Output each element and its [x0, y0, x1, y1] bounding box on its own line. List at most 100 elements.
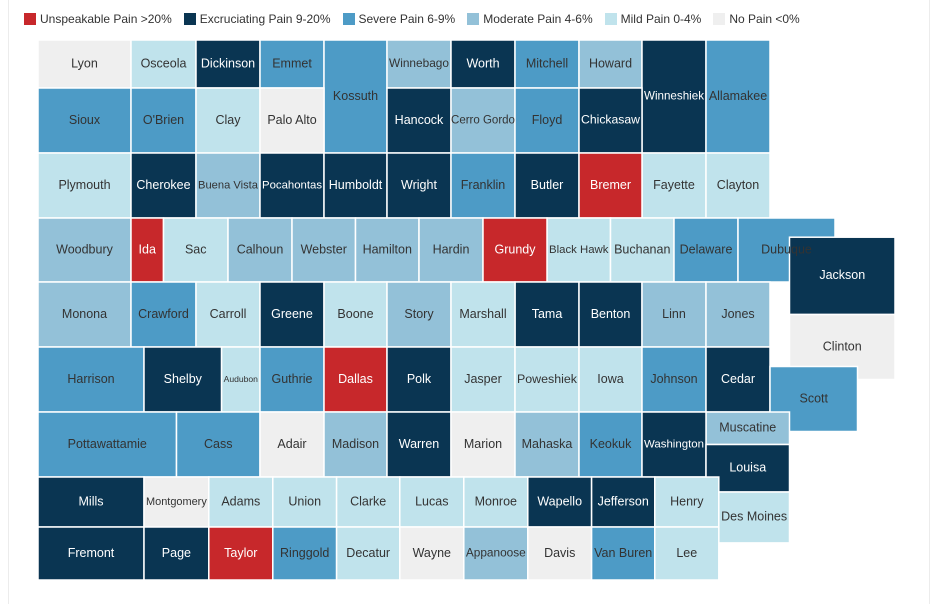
county-cedar[interactable]: [705, 346, 771, 413]
county-page[interactable]: [143, 526, 210, 581]
legend-swatch-none: [713, 13, 726, 25]
county-jefferson[interactable]: [590, 476, 656, 528]
county-iowa[interactable]: [578, 346, 643, 413]
county-woodbury[interactable]: [37, 217, 132, 283]
county-label-o-brien: O'Brien: [143, 113, 184, 127]
county-ida[interactable]: [130, 217, 165, 283]
legend-label-mild: Mild Pain 0-4%: [620, 12, 702, 26]
county-label-monroe: Monroe: [475, 494, 517, 508]
county-label-woodbury: Woodbury: [56, 242, 113, 256]
county-appanoose[interactable]: [463, 526, 529, 581]
county-calhoun[interactable]: [227, 217, 293, 283]
county-label-worth: Worth: [466, 56, 499, 70]
county-marion[interactable]: [450, 411, 516, 478]
county-label-lucas: Lucas: [415, 494, 448, 508]
county-label-emmet: Emmet: [272, 56, 312, 70]
county-poweshiek[interactable]: [514, 346, 580, 413]
county-label-pottawattamie: Pottawattamie: [68, 437, 147, 451]
county-van-buren[interactable]: [590, 526, 656, 581]
county-label-benton: Benton: [591, 307, 631, 321]
county-mills[interactable]: [37, 476, 145, 528]
county-winneshiek[interactable]: [641, 39, 707, 154]
county-wapello[interactable]: [527, 476, 593, 528]
county-carroll[interactable]: [195, 281, 261, 348]
county-jones[interactable]: [705, 281, 771, 348]
legend-item-excruciating: Excruciating Pain 9-20%: [183, 12, 331, 26]
county-label-sioux: Sioux: [69, 113, 101, 127]
county-des-moines[interactable]: [718, 491, 791, 544]
county-osceola[interactable]: [130, 39, 197, 89]
county-label-cherokee: Cherokee: [136, 178, 190, 192]
county-hamilton[interactable]: [354, 217, 420, 283]
county-marshall[interactable]: [450, 281, 516, 348]
county-harrison[interactable]: [37, 346, 145, 413]
county-benton[interactable]: [578, 281, 643, 348]
county-label-jones: Jones: [721, 307, 754, 321]
county-floyd[interactable]: [514, 87, 580, 154]
county-guthrie[interactable]: [259, 346, 325, 413]
county-hancock[interactable]: [386, 87, 452, 154]
county-label-winnebago: Winnebago: [389, 56, 449, 70]
county-mitchell[interactable]: [514, 39, 580, 89]
county-label-clinton: Clinton: [823, 339, 862, 353]
county-pocahontas[interactable]: [259, 152, 325, 219]
county-label-winneshiek: Winneshiek: [644, 90, 704, 103]
county-taylor[interactable]: [208, 526, 274, 581]
county-fremont[interactable]: [37, 526, 145, 581]
county-label-davis: Davis: [544, 546, 575, 560]
county-jasper[interactable]: [450, 346, 516, 413]
county-label-harrison: Harrison: [67, 372, 114, 386]
county-label-delaware: Delaware: [680, 242, 733, 256]
legend-label-excruciating: Excruciating Pain 9-20%: [199, 12, 331, 26]
county-ringgold[interactable]: [272, 526, 338, 581]
county-label-page: Page: [162, 546, 191, 560]
county-label-ida: Ida: [139, 242, 156, 256]
county-clay[interactable]: [195, 87, 261, 154]
county-label-cedar: Cedar: [721, 372, 755, 386]
county-story[interactable]: [386, 281, 452, 348]
county-label-fremont: Fremont: [68, 546, 115, 560]
county-crawford[interactable]: [130, 281, 197, 348]
county-black-hawk[interactable]: [546, 217, 612, 283]
labels-layer: Lyon Osceola Dickinson Emmet Kossuth Winnebag…: [56, 56, 865, 560]
county-buena-vista[interactable]: [195, 152, 261, 219]
county-webster[interactable]: [291, 217, 357, 283]
county-worth[interactable]: [450, 39, 516, 89]
county-fayette[interactable]: [641, 152, 707, 219]
county-montgomery[interactable]: [143, 476, 210, 528]
county-label-humboldt: Humboldt: [329, 178, 383, 192]
county-kossuth[interactable]: [323, 39, 388, 154]
county-cass[interactable]: [175, 411, 261, 478]
county-clayton[interactable]: [705, 152, 771, 219]
county-adams[interactable]: [208, 476, 274, 528]
county-johnson[interactable]: [641, 346, 707, 413]
county-delaware[interactable]: [673, 217, 739, 283]
county-davis[interactable]: [527, 526, 593, 581]
county-lee[interactable]: [654, 526, 720, 581]
county-label-marion: Marion: [464, 437, 502, 451]
county-label-plymouth: Plymouth: [58, 178, 110, 192]
county-label-carroll: Carroll: [210, 307, 247, 321]
county-label-story: Story: [404, 307, 434, 321]
county-warren[interactable]: [386, 411, 452, 478]
county-audubon[interactable]: [220, 346, 261, 413]
county-shelby[interactable]: [143, 346, 223, 413]
county-label-mahaska: Mahaska: [522, 437, 573, 451]
county-monroe[interactable]: [463, 476, 529, 528]
county-wayne[interactable]: [399, 526, 465, 581]
counties-layer: [37, 39, 896, 581]
county-label-jackson: Jackson: [819, 268, 865, 282]
county-mahaska[interactable]: [514, 411, 580, 478]
county-label-warren: Warren: [399, 437, 440, 451]
legend-label-none: No Pain <0%: [729, 12, 800, 26]
county-palo-alto[interactable]: [259, 87, 325, 154]
county-muscatine[interactable]: [705, 411, 791, 446]
county-plymouth[interactable]: [37, 152, 132, 219]
county-adair[interactable]: [259, 411, 325, 478]
county-label-lyon: Lyon: [71, 56, 98, 70]
legend: Unspeakable Pain >20% Excruciating Pain 9…: [24, 10, 800, 28]
county-label-adams: Adams: [221, 494, 260, 508]
county-jackson[interactable]: [788, 236, 896, 316]
county-polk[interactable]: [386, 346, 452, 413]
county-bremer[interactable]: [578, 152, 643, 219]
